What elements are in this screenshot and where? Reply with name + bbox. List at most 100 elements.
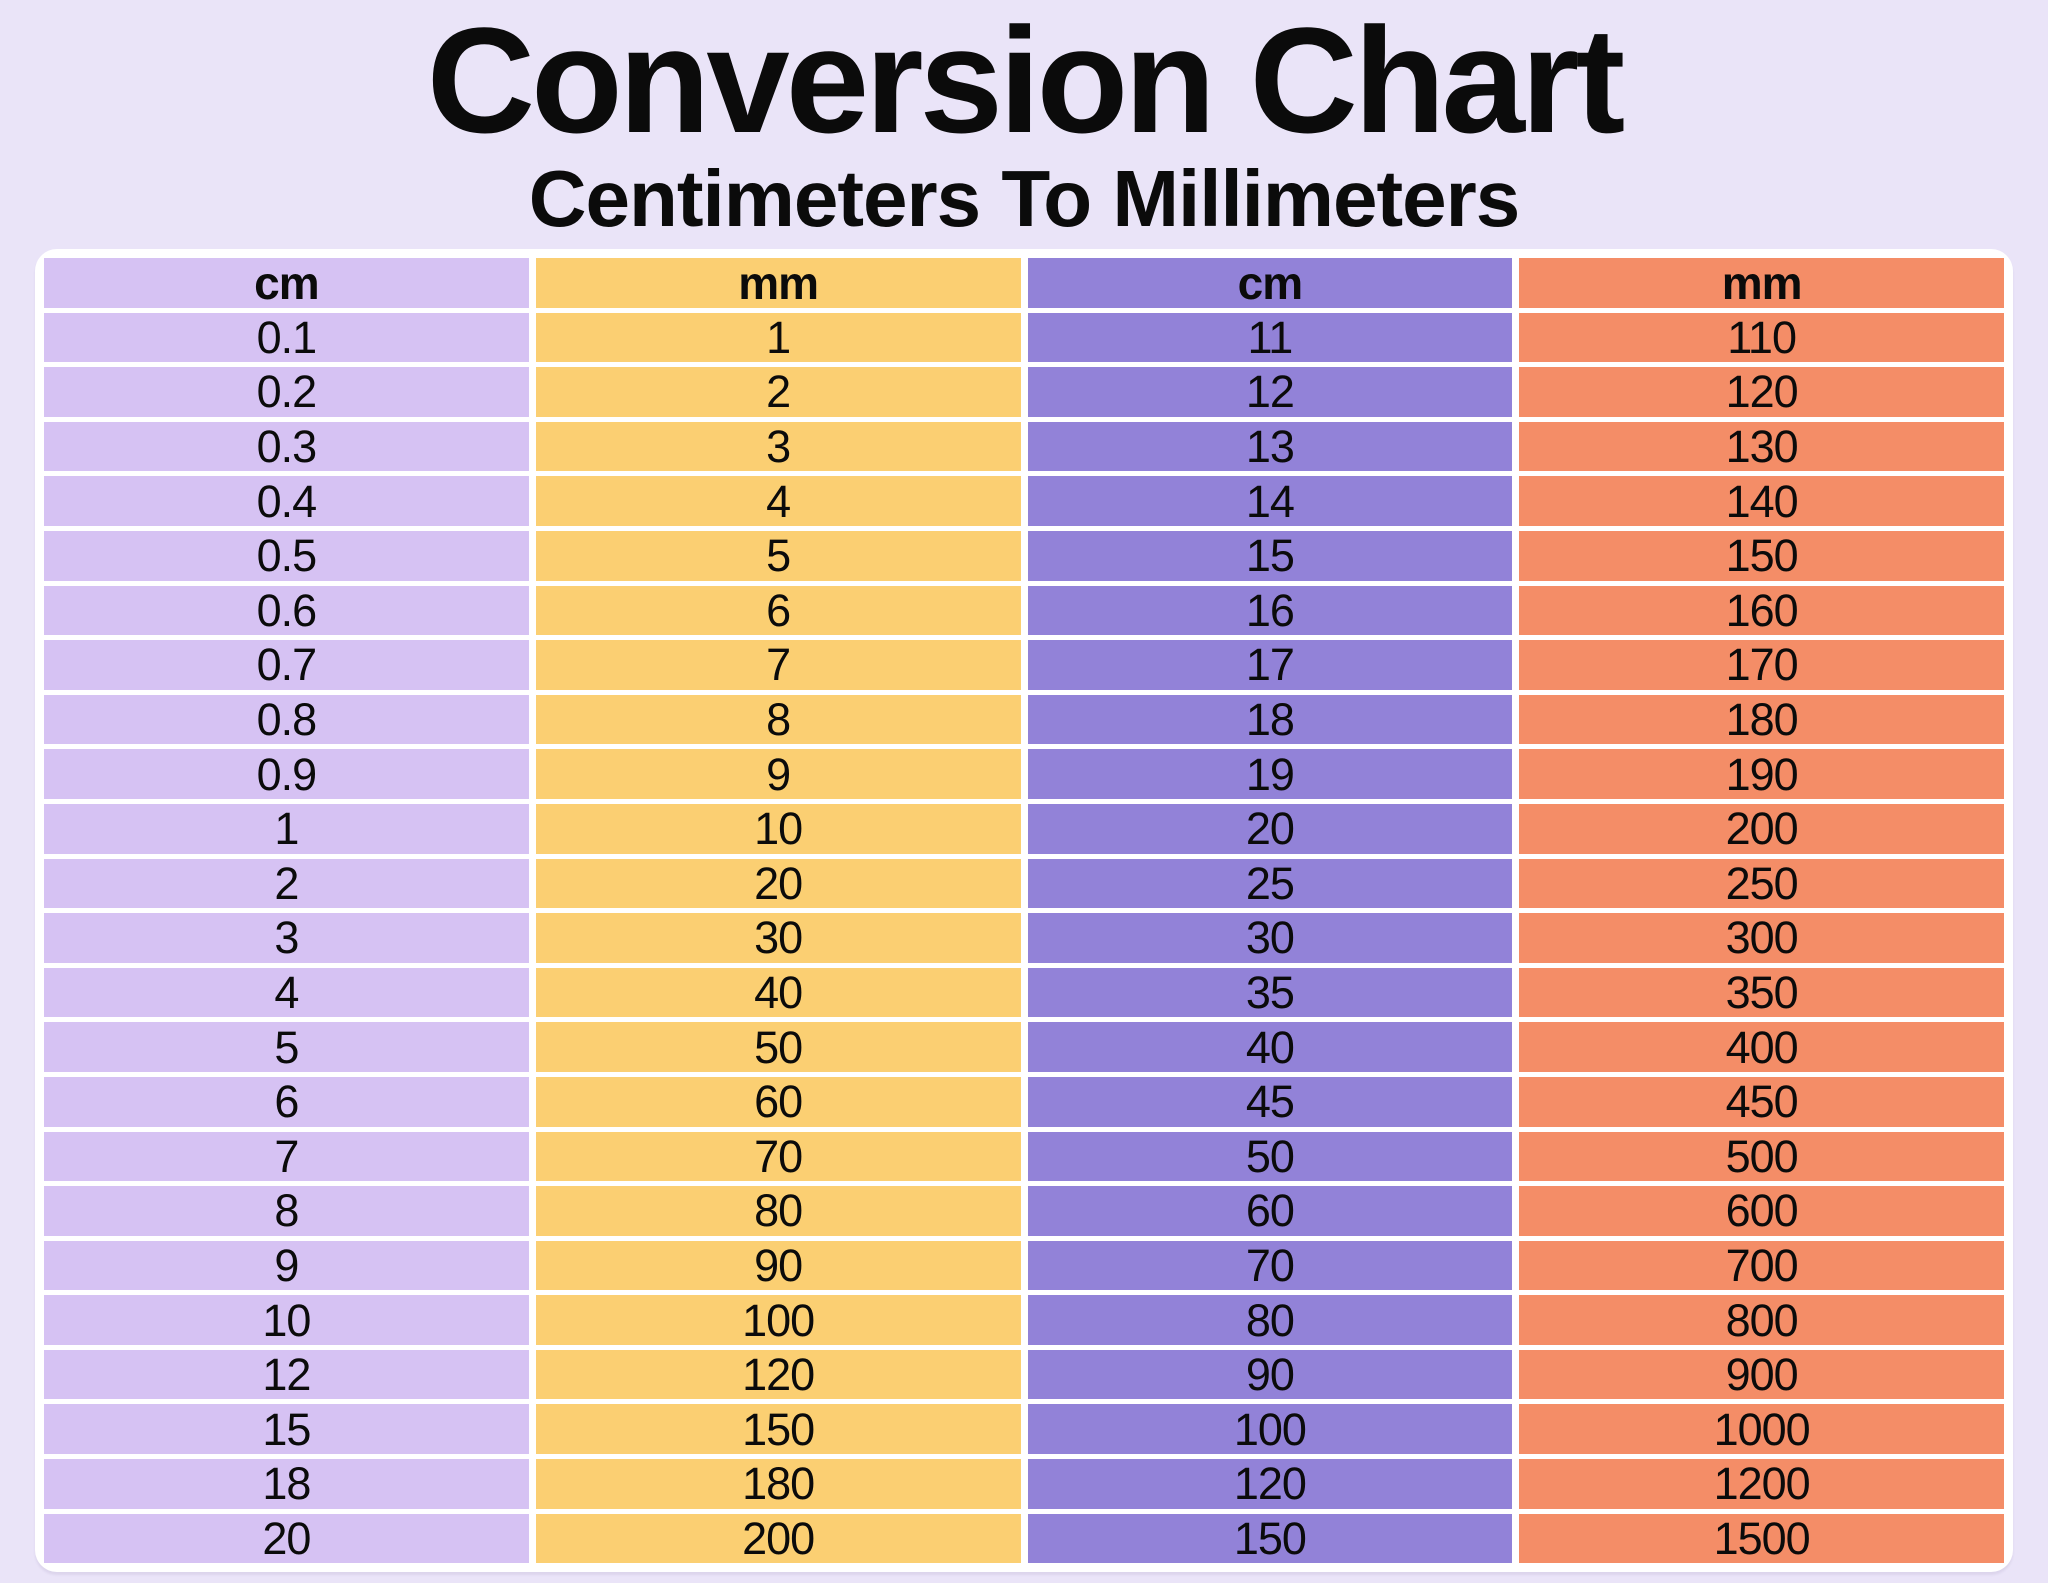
table-cell: 5 xyxy=(44,1022,529,1072)
table-cell: 20 xyxy=(44,1513,529,1564)
table-cell: 16 xyxy=(1027,585,1513,636)
table-cell: 0.3 xyxy=(44,421,529,472)
table-cell: 100 xyxy=(1027,1404,1513,1455)
table-cell: 8 xyxy=(44,1186,529,1236)
table-cell: 19 xyxy=(1027,749,1513,799)
table-cell: 20 xyxy=(1027,803,1513,854)
table-cell: 17 xyxy=(1027,640,1513,690)
column-header: cm xyxy=(1027,258,1513,308)
table-cell: 170 xyxy=(1519,640,2004,690)
page-subtitle: Centimeters To Millimeters xyxy=(528,154,1521,243)
table-cell: 0.4 xyxy=(44,476,529,526)
table-cell: 90 xyxy=(1027,1349,1513,1400)
table-cell: 8 xyxy=(535,694,1021,745)
table-cell: 120 xyxy=(1027,1459,1513,1509)
table-cell: 15 xyxy=(44,1404,529,1455)
table-cell: 35 xyxy=(1027,967,1513,1018)
table-cell: 150 xyxy=(535,1404,1021,1455)
table-cell: 30 xyxy=(535,913,1021,963)
table-cell: 2 xyxy=(44,858,529,909)
table-cell: 60 xyxy=(1027,1186,1513,1236)
column-header: mm xyxy=(1519,258,2004,308)
table-cell: 200 xyxy=(1519,803,2004,854)
table-cell: 50 xyxy=(535,1022,1021,1072)
table-cell: 7 xyxy=(535,640,1021,690)
table-cell: 0.5 xyxy=(44,530,529,581)
table-cell: 0.1 xyxy=(44,312,529,363)
table-cell: 13 xyxy=(1027,421,1513,472)
table-cell: 20 xyxy=(535,858,1021,909)
table-cell: 4 xyxy=(44,967,529,1018)
table-cell: 11 xyxy=(1027,312,1513,363)
table-cell: 300 xyxy=(1519,913,2004,963)
table-cell: 70 xyxy=(535,1131,1021,1182)
table-cell: 70 xyxy=(1027,1240,1513,1291)
table-cell: 120 xyxy=(1519,367,2004,417)
table-cell: 10 xyxy=(44,1295,529,1345)
table-cell: 12 xyxy=(1027,367,1513,417)
table-cell: 80 xyxy=(535,1186,1021,1236)
table-cell: 450 xyxy=(1519,1076,2004,1127)
table-cell: 110 xyxy=(1519,312,2004,363)
table-cell: 160 xyxy=(1519,585,2004,636)
table-cell: 0.6 xyxy=(44,585,529,636)
conversion-table-card: cm mm cm mm 0.1 1 11 110 0.2 2 12 120 0.3 3 13 130 0.4 4 1… xyxy=(35,249,2013,1573)
table-cell: 1200 xyxy=(1519,1459,2004,1509)
table-cell: 50 xyxy=(1027,1131,1513,1182)
table-cell: 150 xyxy=(1519,530,2004,581)
table-cell: 200 xyxy=(535,1513,1021,1564)
page-header: Conversion Chart Centimeters To Millimet… xyxy=(0,0,2048,239)
table-cell: 250 xyxy=(1519,858,2004,909)
table-cell: 120 xyxy=(535,1349,1021,1400)
table-cell: 9 xyxy=(44,1240,529,1291)
table-cell: 100 xyxy=(535,1295,1021,1345)
table-cell: 30 xyxy=(1027,913,1513,963)
table-cell: 150 xyxy=(1027,1513,1513,1564)
table-cell: 900 xyxy=(1519,1349,2004,1400)
table-cell: 25 xyxy=(1027,858,1513,909)
table-cell: 0.9 xyxy=(44,749,529,799)
table-cell: 12 xyxy=(44,1349,529,1400)
table-cell: 80 xyxy=(1027,1295,1513,1345)
table-cell: 14 xyxy=(1027,476,1513,526)
table-cell: 130 xyxy=(1519,421,2004,472)
table-cell: 350 xyxy=(1519,967,2004,1018)
table-cell: 400 xyxy=(1519,1022,2004,1072)
table-cell: 700 xyxy=(1519,1240,2004,1291)
table-cell: 0.2 xyxy=(44,367,529,417)
column-header: cm xyxy=(44,258,529,308)
table-cell: 180 xyxy=(535,1459,1021,1509)
table-cell: 600 xyxy=(1519,1186,2004,1236)
table-cell: 10 xyxy=(535,803,1021,854)
table-cell: 800 xyxy=(1519,1295,2004,1345)
table-cell: 0.8 xyxy=(44,694,529,745)
table-cell: 2 xyxy=(535,367,1021,417)
table-cell: 190 xyxy=(1519,749,2004,799)
table-cell: 15 xyxy=(1027,530,1513,581)
table-cell: 18 xyxy=(1027,694,1513,745)
table-cell: 9 xyxy=(535,749,1021,799)
conversion-table: cm mm cm mm 0.1 1 11 110 0.2 2 12 120 0.3 3 13 130 0.4 4 1… xyxy=(44,258,2004,1564)
table-cell: 40 xyxy=(535,967,1021,1018)
table-cell: 1000 xyxy=(1519,1404,2004,1455)
table-cell: 60 xyxy=(535,1076,1021,1127)
table-cell: 1 xyxy=(44,803,529,854)
table-cell: 40 xyxy=(1027,1022,1513,1072)
table-cell: 0.7 xyxy=(44,640,529,690)
table-cell: 180 xyxy=(1519,694,2004,745)
table-cell: 4 xyxy=(535,476,1021,526)
table-cell: 140 xyxy=(1519,476,2004,526)
table-cell: 500 xyxy=(1519,1131,2004,1182)
table-cell: 1 xyxy=(535,312,1021,363)
table-cell: 3 xyxy=(44,913,529,963)
page-title: Conversion Chart xyxy=(426,0,1626,164)
table-cell: 5 xyxy=(535,530,1021,581)
table-cell: 3 xyxy=(535,421,1021,472)
table-cell: 1500 xyxy=(1519,1513,2004,1564)
table-cell: 90 xyxy=(535,1240,1021,1291)
table-cell: 7 xyxy=(44,1131,529,1182)
table-cell: 6 xyxy=(535,585,1021,636)
table-cell: 6 xyxy=(44,1076,529,1127)
column-header: mm xyxy=(535,258,1021,308)
table-cell: 18 xyxy=(44,1459,529,1509)
